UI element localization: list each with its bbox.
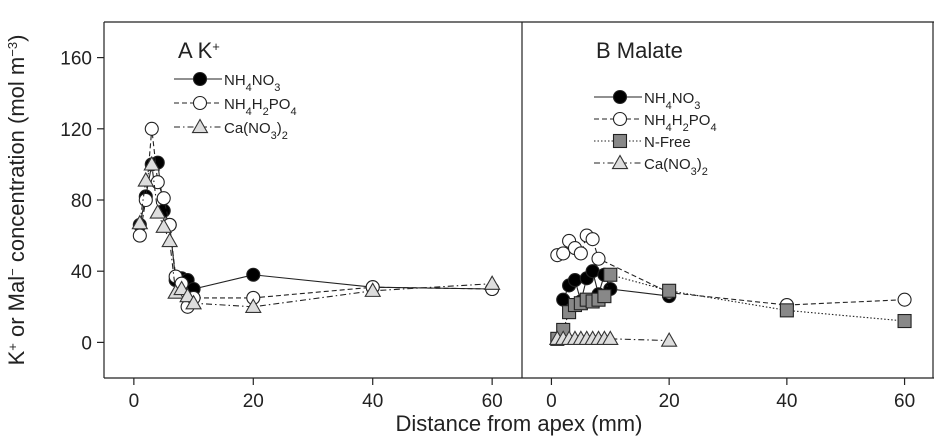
x-tick-label: 20: [243, 391, 264, 412]
data-point: [132, 228, 147, 243]
data-point: [137, 171, 155, 187]
legend-label: Ca(NO3)2: [644, 156, 708, 178]
legend-label: NH4NO3: [224, 72, 280, 94]
y-tick-label: 160: [60, 49, 92, 70]
data-point: [156, 191, 171, 206]
series-line: [139, 161, 493, 290]
x-tick-label: 0: [546, 391, 557, 412]
y-tick-label: 80: [71, 191, 92, 212]
data-point: [483, 275, 501, 290]
legend-marker: [191, 118, 209, 134]
data-point: [144, 121, 159, 136]
data-point: [556, 246, 571, 261]
x-axis-title: Distance from apex (mm): [396, 411, 643, 436]
legend-marker: [192, 71, 208, 87]
data-point: [138, 192, 153, 208]
x-tick-label: 60: [894, 391, 915, 412]
data-point: [585, 264, 600, 279]
legend-marker: [611, 154, 629, 170]
legend-marker: [612, 111, 628, 127]
x-tick-label: 60: [482, 391, 503, 412]
x-tick-label: 0: [129, 391, 140, 412]
data-point: [601, 330, 619, 345]
y-tick-label: 40: [71, 262, 92, 283]
data-point: [155, 218, 173, 233]
data-point: [591, 251, 606, 266]
data-point: [149, 203, 167, 219]
data-point: [897, 292, 912, 307]
legend-label: NH4H2PO4: [224, 96, 297, 118]
legend-label: Ca(NO3)2: [224, 120, 288, 142]
data-point: [185, 294, 202, 310]
data-point: [897, 313, 912, 329]
x-tick-label: 40: [776, 391, 797, 412]
data-point: [173, 280, 191, 296]
data-point: [597, 289, 612, 304]
y-axis-title: K+ or Mal− concentration (mol m−3): [4, 35, 29, 366]
data-point: [150, 175, 165, 190]
data-point: [131, 214, 149, 230]
series-1: [132, 121, 500, 314]
legend-label: NH4H2PO4: [644, 112, 717, 134]
legend-marker: [612, 89, 628, 105]
legend-marker: [612, 133, 628, 149]
data-point: [779, 303, 794, 318]
data-point: [179, 287, 197, 303]
series-3: [548, 330, 678, 347]
series-2: [131, 155, 501, 313]
data-point: [662, 283, 677, 298]
data-point: [364, 282, 382, 297]
x-tick-label: 40: [362, 391, 383, 412]
data-point: [143, 155, 161, 171]
legend-marker: [192, 95, 208, 111]
data-point: [556, 292, 571, 307]
series-line: [557, 234, 905, 306]
legend-label: NH4NO3: [644, 90, 700, 112]
panel-title: A K+: [178, 38, 220, 63]
data-point: [244, 298, 262, 313]
data-point: [246, 267, 261, 282]
data-point: [603, 267, 618, 282]
panel-title: B Malate: [596, 38, 683, 63]
data-point: [573, 246, 588, 261]
legend-label: N-Free: [644, 134, 691, 151]
y-tick-label: 0: [81, 333, 92, 354]
y-tick-label: 120: [60, 120, 92, 141]
data-point: [567, 273, 583, 288]
series-0: [132, 155, 500, 297]
x-tick-label: 20: [659, 391, 680, 412]
data-point: [161, 232, 179, 248]
data-point: [660, 332, 678, 347]
data-point: [585, 232, 600, 247]
